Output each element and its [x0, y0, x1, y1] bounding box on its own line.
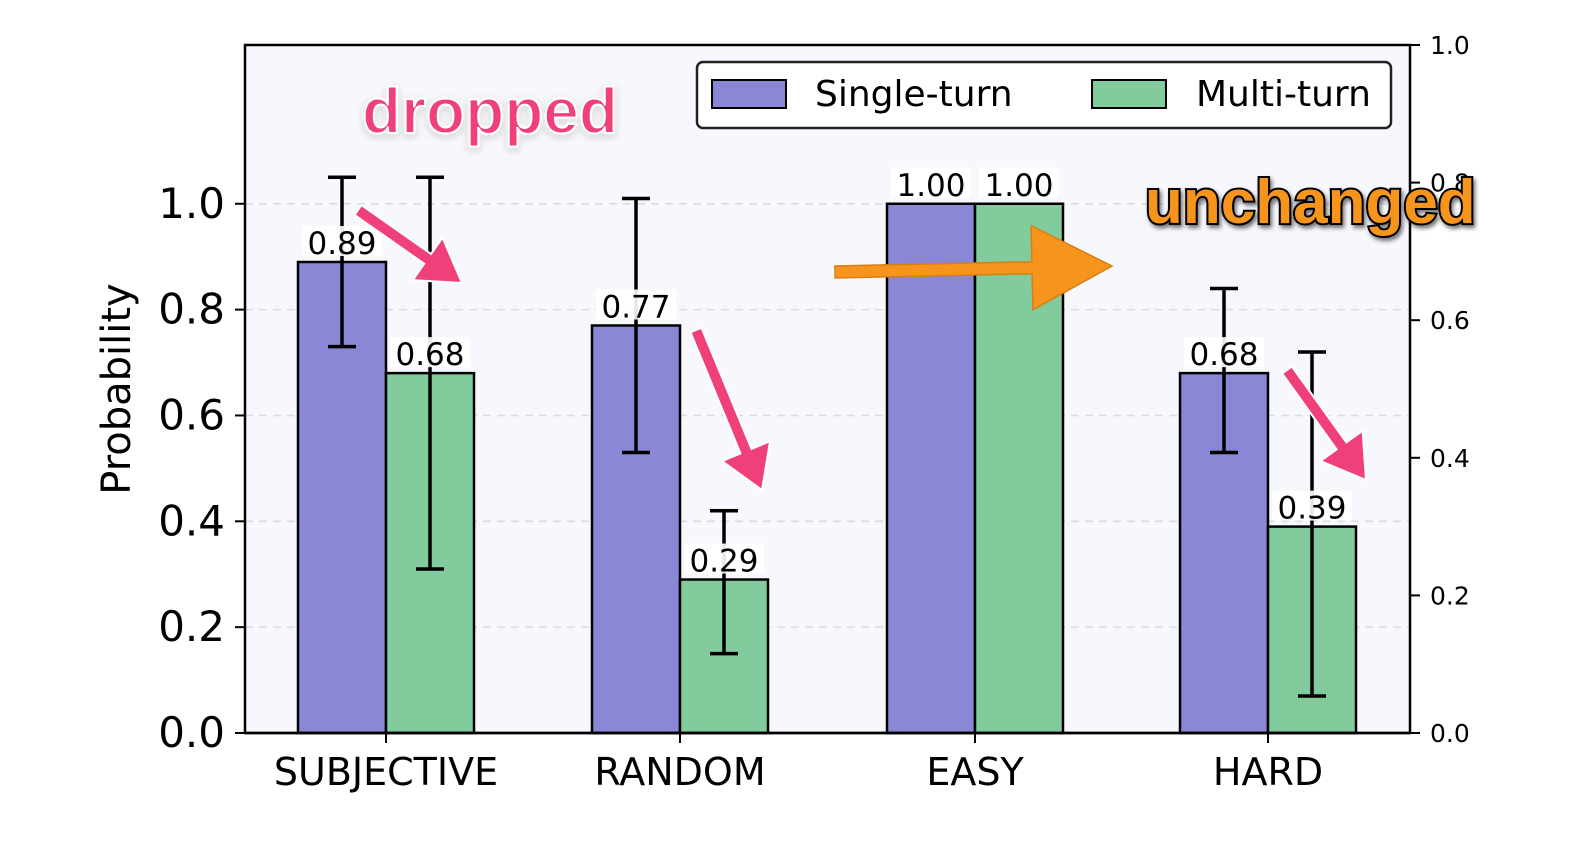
y-tick-label: 0.6 [158, 390, 225, 439]
y-tick-label: 0.8 [158, 285, 225, 334]
arrow-easy-icon [834, 224, 1114, 311]
value-label-bg [1272, 490, 1352, 521]
y-tick-label: 0.4 [158, 496, 225, 545]
y2-tick-label: 0.8 [1430, 169, 1470, 198]
bar-single-turn-easy [885, 202, 977, 735]
value-label: 0.77 [601, 289, 670, 325]
x-tick-label: HARD [1213, 750, 1323, 794]
legend-label-single-turn: Single-turn [815, 74, 1013, 115]
y2-tick-label: 1.0 [1430, 31, 1470, 60]
y2-tick-label: 0.6 [1430, 306, 1470, 335]
value-label-bg [684, 543, 764, 574]
annotation-dropped: dropped [362, 75, 618, 147]
legend-label-multi-turn: Multi-turn [1196, 74, 1371, 115]
legend-swatch-single-turn [711, 79, 787, 109]
arrow-random-icon [689, 326, 772, 492]
y2-tick-label: 0.0 [1430, 719, 1470, 748]
y-tick-label: 0.0 [158, 708, 225, 757]
value-label: 0.68 [395, 337, 464, 373]
value-label: 0.29 [689, 544, 758, 580]
value-label-bg [596, 289, 676, 320]
value-label: 0.89 [307, 226, 376, 262]
legend-box [695, 60, 1393, 130]
y2-tick-label: 0.4 [1430, 444, 1470, 473]
arrow-hard-icon [1280, 365, 1368, 482]
x-tick-label: SUBJECTIVE [274, 750, 498, 794]
value-label-bg [1184, 337, 1264, 368]
value-label-bg [891, 167, 971, 198]
value-label: 1.00 [984, 168, 1053, 204]
y-tick-label: 1.0 [158, 179, 225, 228]
y-axis-label: Probability [94, 283, 140, 494]
arrow-subjective-icon [353, 203, 464, 285]
x-tick-label: EASY [926, 750, 1024, 794]
y-tick-label: 0.2 [158, 602, 225, 651]
y2-tick-label: 0.2 [1430, 581, 1470, 610]
legend-swatch-multi-turn [1091, 79, 1167, 109]
value-label: 1.00 [896, 168, 965, 204]
value-label-bg [979, 167, 1059, 198]
x-tick-label: RANDOM [594, 750, 765, 794]
value-label: 0.39 [1277, 491, 1346, 527]
annotation-unchanged: unchanged [1145, 168, 1476, 237]
value-label: 0.68 [1189, 337, 1258, 373]
value-label-bg [390, 337, 470, 368]
value-label-bg [302, 225, 382, 256]
